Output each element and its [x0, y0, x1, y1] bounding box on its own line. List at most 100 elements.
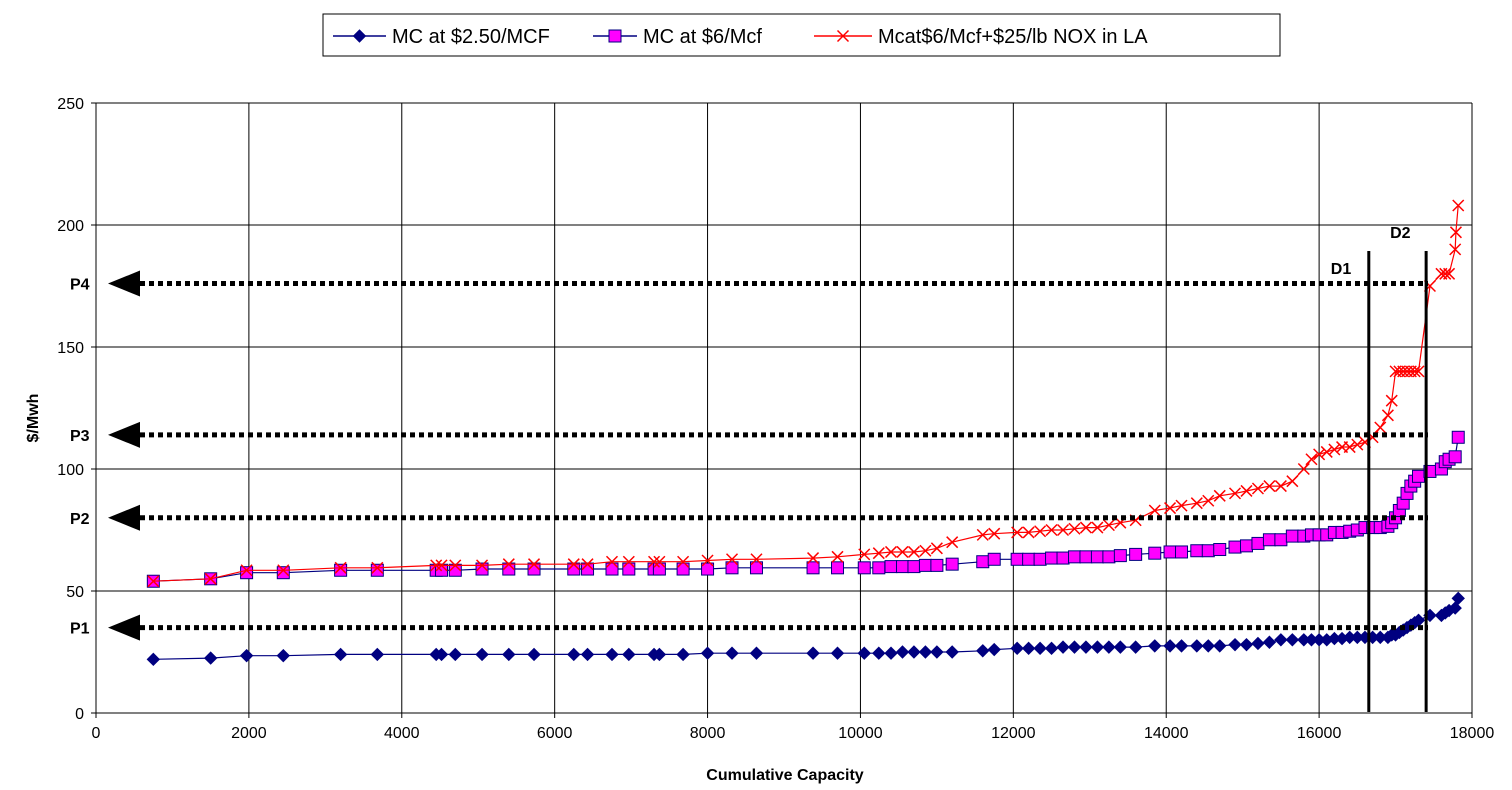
data-point	[701, 562, 715, 576]
data-point	[1251, 536, 1265, 550]
data-point	[858, 548, 871, 561]
data-point	[725, 561, 739, 575]
data-point	[1351, 438, 1364, 451]
data-point	[1452, 199, 1465, 212]
data-point	[449, 559, 462, 572]
data-point	[1439, 267, 1452, 280]
x-tick-labels: 0 2000 4000 6000 8000 10000 12000 14000 16000 180…	[92, 725, 1495, 742]
data-point	[605, 562, 619, 576]
data-point	[725, 646, 739, 660]
data-point	[1262, 533, 1276, 547]
annotations: P1 P2 P3 P4 D1 D2	[70, 225, 1428, 712]
data-point	[1034, 525, 1047, 538]
data-point	[1163, 639, 1177, 653]
data-point	[1128, 640, 1143, 654]
data-point	[1263, 480, 1276, 493]
y-tick-label: 0	[75, 706, 84, 723]
data-point	[1090, 550, 1104, 564]
series-3	[147, 199, 1465, 588]
data-point	[806, 646, 820, 660]
data-point	[435, 559, 448, 572]
data-point	[1190, 639, 1204, 653]
data-point	[476, 559, 489, 572]
left-arrow-icon	[108, 614, 140, 641]
data-point	[580, 647, 595, 662]
series-1	[146, 591, 1465, 667]
data-point	[1148, 546, 1162, 560]
data-point	[1056, 523, 1070, 537]
data-point	[1251, 636, 1265, 651]
y-tick-label: 150	[57, 340, 84, 357]
data-point	[1113, 549, 1127, 563]
y-tick-label: 100	[57, 462, 84, 479]
data-point	[1213, 489, 1226, 502]
data-point	[872, 561, 886, 575]
data-point	[1163, 545, 1177, 559]
data-point	[1056, 551, 1070, 565]
data-point	[1343, 441, 1356, 454]
data-point	[945, 645, 959, 659]
data-point	[1033, 641, 1047, 656]
x-tick-label: 4000	[384, 725, 420, 742]
data-point	[1129, 547, 1143, 561]
legend-item-1: MC at $2.50/MCF	[333, 26, 550, 48]
data-point	[1079, 640, 1093, 654]
data-point	[1202, 494, 1215, 507]
legend-swatch-marker	[836, 29, 850, 43]
data-point	[1451, 591, 1465, 606]
data-point	[146, 652, 161, 667]
data-point	[277, 564, 290, 577]
data-point	[581, 558, 594, 571]
data-point	[1286, 475, 1299, 488]
data-point	[1328, 443, 1341, 456]
data-point	[240, 566, 254, 580]
series-line	[153, 205, 1459, 582]
data-point	[1011, 526, 1024, 539]
data-point	[1067, 550, 1081, 564]
grid	[96, 102, 1473, 713]
data-point	[276, 566, 290, 580]
data-point	[1010, 641, 1024, 656]
data-point	[567, 558, 580, 571]
legend-swatch-marker	[608, 29, 622, 43]
data-point	[502, 558, 515, 571]
data-point	[1079, 550, 1093, 564]
series-2	[146, 430, 1465, 588]
data-point	[676, 562, 690, 576]
data-point	[475, 562, 489, 576]
data-point	[1102, 519, 1115, 532]
data-point	[1190, 497, 1203, 510]
data-point	[1449, 226, 1462, 239]
data-point	[1213, 639, 1227, 653]
price-level-label: P3	[70, 428, 90, 445]
data-point	[749, 646, 764, 660]
data-point	[1175, 499, 1188, 512]
data-point	[448, 647, 462, 662]
data-point	[884, 560, 898, 574]
data-point	[1068, 522, 1081, 535]
data-point	[907, 645, 921, 659]
data-point	[988, 527, 1001, 540]
data-point	[701, 554, 714, 567]
data-point	[648, 555, 661, 568]
data-point	[1148, 639, 1162, 653]
data-point	[240, 564, 253, 577]
data-point	[676, 647, 690, 662]
data-point	[1305, 453, 1318, 466]
data-point	[907, 560, 921, 574]
data-point	[1313, 448, 1326, 461]
data-point	[677, 555, 690, 568]
data-point	[1251, 482, 1264, 495]
data-point	[203, 651, 218, 665]
data-point	[1228, 637, 1242, 652]
data-point	[333, 647, 348, 662]
data-point	[1239, 637, 1254, 652]
data-point	[652, 562, 666, 576]
data-point	[1044, 641, 1059, 656]
data-point	[527, 647, 541, 662]
data-point	[239, 648, 254, 663]
y-tick-label: 50	[66, 584, 84, 601]
data-point	[1113, 640, 1128, 654]
data-point	[434, 647, 449, 662]
data-point	[448, 563, 462, 577]
